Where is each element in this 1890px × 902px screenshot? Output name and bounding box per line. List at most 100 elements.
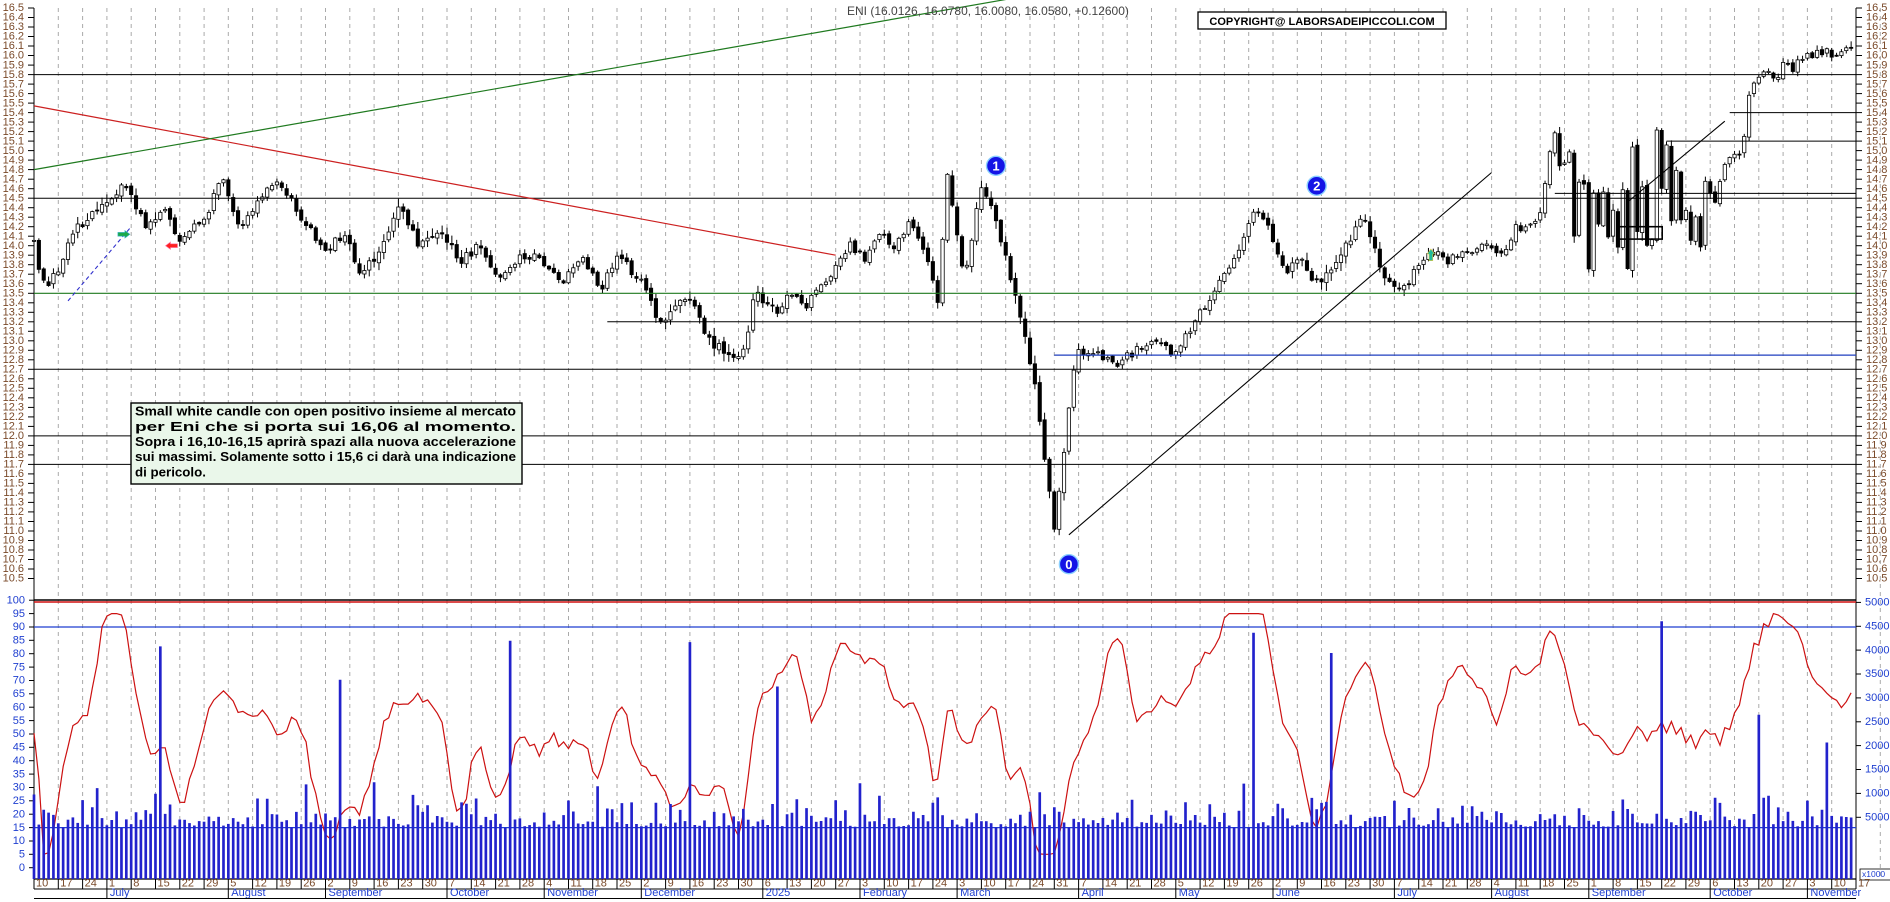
svg-text:June: June: [1276, 887, 1300, 899]
svg-text:70: 70: [13, 675, 25, 687]
svg-text:15: 15: [158, 878, 170, 890]
svg-text:23: 23: [400, 878, 412, 890]
svg-text:sui massimi. Solamente sotto i: sui massimi. Solamente sotto i 15,6 ci d…: [135, 449, 516, 464]
svg-text:30: 30: [425, 878, 437, 890]
svg-text:10.5: 10.5: [3, 573, 24, 585]
svg-text:COPYRIGHT@ LABORSADEIPICCOLI.C: COPYRIGHT@ LABORSADEIPICCOLI.COM: [1209, 16, 1434, 28]
svg-text:80: 80: [13, 648, 25, 660]
svg-text:Small white candle con open po: Small white candle con open positivo ins…: [135, 404, 516, 419]
svg-text:October: October: [450, 887, 489, 899]
svg-text:15: 15: [13, 822, 25, 834]
svg-text:di pericolo.: di pericolo.: [135, 465, 206, 480]
svg-text:95: 95: [13, 608, 25, 620]
svg-text:18: 18: [1542, 878, 1554, 890]
svg-text:17: 17: [911, 878, 923, 890]
svg-text:August: August: [1495, 887, 1529, 899]
svg-text:September: September: [329, 887, 383, 899]
svg-text:21: 21: [1445, 878, 1457, 890]
svg-text:20: 20: [13, 808, 25, 820]
svg-text:22: 22: [182, 878, 194, 890]
svg-text:22: 22: [1664, 878, 1676, 890]
svg-text:Sopra i 16,10-16,15 aprirà spa: Sopra i 16,10-16,15 aprirà spazi alla nu…: [135, 434, 516, 449]
svg-text:60: 60: [13, 701, 25, 713]
svg-text:35: 35: [13, 768, 25, 780]
svg-text:20: 20: [1761, 878, 1773, 890]
svg-text:65: 65: [13, 688, 25, 700]
svg-text:10.5: 10.5: [1866, 573, 1887, 585]
svg-text:23: 23: [1348, 878, 1360, 890]
svg-text:28: 28: [1154, 878, 1166, 890]
svg-text:0: 0: [19, 862, 25, 874]
svg-text:October: October: [1713, 887, 1752, 899]
svg-text:30000: 30000: [1865, 692, 1890, 704]
svg-text:August: August: [231, 887, 265, 899]
svg-text:8: 8: [133, 878, 139, 890]
svg-text:9: 9: [1299, 878, 1305, 890]
svg-text:30: 30: [13, 782, 25, 794]
svg-text:10000: 10000: [1865, 788, 1890, 800]
svg-text:25: 25: [1567, 878, 1579, 890]
svg-text:26: 26: [1251, 878, 1263, 890]
svg-text:17: 17: [1008, 878, 1020, 890]
svg-text:31: 31: [1056, 878, 1068, 890]
svg-text:50000: 50000: [1865, 597, 1890, 609]
svg-text:19: 19: [279, 878, 291, 890]
svg-text:27: 27: [1785, 878, 1797, 890]
svg-text:November: November: [1810, 887, 1861, 899]
svg-text:30: 30: [1372, 878, 1384, 890]
svg-text:5: 5: [19, 849, 25, 861]
svg-text:85: 85: [13, 635, 25, 647]
svg-text:April: April: [1082, 887, 1104, 899]
svg-text:December: December: [644, 887, 695, 899]
svg-text:45000: 45000: [1865, 621, 1890, 633]
svg-text:1: 1: [992, 159, 999, 174]
svg-text:14: 14: [1421, 878, 1433, 890]
svg-text:20000: 20000: [1865, 740, 1890, 752]
svg-text:26: 26: [303, 878, 315, 890]
svg-text:10: 10: [36, 878, 48, 890]
svg-text:40000: 40000: [1865, 644, 1890, 656]
svg-text:2025: 2025: [766, 887, 790, 899]
svg-text:28: 28: [522, 878, 534, 890]
svg-text:28: 28: [1469, 878, 1481, 890]
svg-text:17: 17: [60, 878, 72, 890]
svg-text:30: 30: [741, 878, 753, 890]
svg-text:40: 40: [13, 755, 25, 767]
svg-text:February: February: [863, 887, 908, 899]
svg-text:21: 21: [1129, 878, 1141, 890]
svg-text:19: 19: [1226, 878, 1238, 890]
svg-text:27: 27: [838, 878, 850, 890]
svg-text:16: 16: [1324, 878, 1336, 890]
svg-text:50: 50: [13, 728, 25, 740]
svg-text:55: 55: [13, 715, 25, 727]
svg-text:ENI (16.0126, 16.0780, 16.0080: ENI (16.0126, 16.0780, 16.0080, 16.0580,…: [847, 4, 1129, 18]
svg-text:5000: 5000: [1865, 812, 1889, 824]
svg-text:90: 90: [13, 621, 25, 633]
svg-text:14: 14: [1105, 878, 1117, 890]
svg-text:75: 75: [13, 661, 25, 673]
svg-text:12: 12: [1202, 878, 1214, 890]
svg-text:24: 24: [1032, 878, 1044, 890]
svg-text:10: 10: [13, 835, 25, 847]
svg-text:23: 23: [716, 878, 728, 890]
svg-text:21: 21: [498, 878, 510, 890]
svg-text:25: 25: [13, 795, 25, 807]
svg-text:29: 29: [206, 878, 218, 890]
svg-text:March: March: [960, 887, 991, 899]
svg-text:45: 45: [13, 742, 25, 754]
svg-text:per Eni che si porta sui 16,06: per Eni che si porta sui 16,06 al moment…: [135, 419, 516, 434]
svg-text:May: May: [1179, 887, 1200, 899]
svg-text:25: 25: [619, 878, 631, 890]
svg-text:September: September: [1592, 887, 1646, 899]
svg-text:29: 29: [1688, 878, 1700, 890]
svg-text:24: 24: [935, 878, 947, 890]
svg-text:24: 24: [85, 878, 97, 890]
svg-text:2: 2: [1313, 179, 1320, 194]
svg-text:0: 0: [1065, 557, 1072, 572]
svg-text:15000: 15000: [1865, 764, 1890, 776]
svg-text:July: July: [1397, 887, 1417, 899]
svg-text:20: 20: [813, 878, 825, 890]
svg-text:25000: 25000: [1865, 716, 1890, 728]
svg-text:13: 13: [789, 878, 801, 890]
svg-text:100: 100: [7, 594, 25, 606]
